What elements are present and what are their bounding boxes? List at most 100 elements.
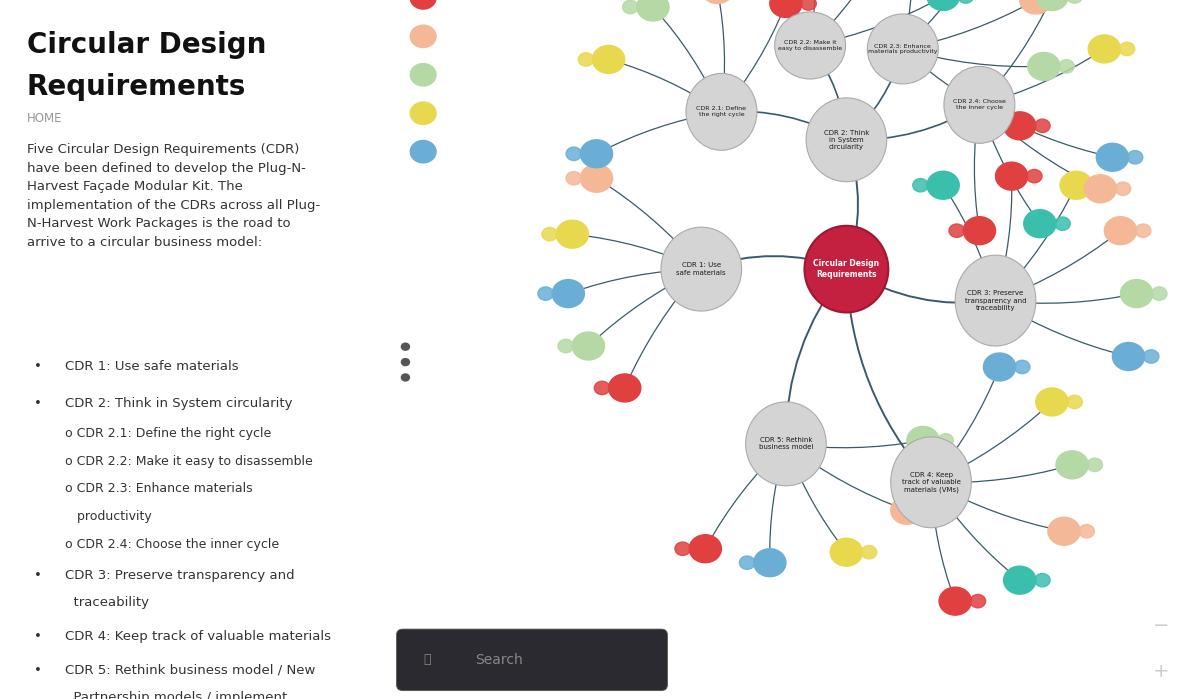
Circle shape: [558, 339, 573, 353]
Ellipse shape: [867, 14, 938, 84]
Circle shape: [580, 140, 612, 168]
Text: CDR 2.4: Choose
the inner cycle: CDR 2.4: Choose the inner cycle: [952, 99, 1006, 110]
Ellipse shape: [891, 437, 971, 528]
Circle shape: [1056, 451, 1088, 479]
Circle shape: [938, 433, 954, 447]
Circle shape: [1127, 150, 1143, 164]
Text: CDR 1: Use
safe materials: CDR 1: Use safe materials: [677, 263, 726, 275]
Circle shape: [963, 217, 995, 245]
Circle shape: [566, 171, 581, 185]
Circle shape: [1059, 59, 1075, 73]
Circle shape: [1026, 169, 1042, 183]
Circle shape: [566, 147, 581, 161]
FancyBboxPatch shape: [397, 629, 667, 691]
Circle shape: [609, 374, 641, 402]
Text: CDR 1: Use safe materials: CDR 1: Use safe materials: [65, 360, 239, 373]
Circle shape: [556, 220, 589, 248]
Ellipse shape: [955, 255, 1036, 346]
Circle shape: [861, 545, 876, 559]
Circle shape: [1067, 0, 1082, 3]
Text: •: •: [34, 569, 43, 582]
Text: •: •: [34, 360, 43, 373]
Ellipse shape: [686, 73, 757, 150]
Circle shape: [921, 503, 937, 517]
Circle shape: [1061, 171, 1093, 199]
Text: +: +: [1152, 661, 1169, 681]
Circle shape: [1135, 224, 1151, 238]
Circle shape: [1092, 178, 1107, 192]
Circle shape: [572, 332, 604, 360]
Circle shape: [580, 164, 612, 192]
Ellipse shape: [944, 66, 1015, 143]
Ellipse shape: [661, 227, 742, 311]
Text: CDR 2.3: Enhance
materials productivity: CDR 2.3: Enhance materials productivity: [868, 43, 938, 55]
Circle shape: [594, 381, 610, 395]
Circle shape: [542, 227, 558, 241]
Text: o CDR 2.3: Enhance materials: o CDR 2.3: Enhance materials: [65, 482, 253, 496]
Text: •: •: [34, 630, 43, 643]
Text: o CDR 2.2: Make it easy to disassemble: o CDR 2.2: Make it easy to disassemble: [65, 455, 313, 468]
Circle shape: [995, 162, 1027, 190]
Circle shape: [1004, 112, 1036, 140]
Text: HOME: HOME: [27, 112, 62, 125]
Circle shape: [402, 343, 409, 350]
Circle shape: [1078, 524, 1094, 538]
Circle shape: [402, 359, 409, 366]
Text: Success Stories in PnH: Success Stories in PnH: [455, 0, 606, 4]
Circle shape: [891, 496, 923, 524]
Text: Circular Design: Circular Design: [27, 31, 266, 59]
Circle shape: [830, 538, 862, 566]
Circle shape: [552, 280, 585, 308]
Circle shape: [983, 353, 1015, 381]
Circle shape: [402, 374, 409, 381]
Circle shape: [592, 45, 624, 73]
Text: productivity: productivity: [65, 510, 152, 523]
Text: ⌕: ⌕: [423, 654, 430, 666]
Circle shape: [754, 549, 786, 577]
Text: Search: Search: [476, 653, 523, 667]
Text: CDR 4: Keep
track of valuable
materials (VMs): CDR 4: Keep track of valuable materials …: [901, 472, 961, 493]
Circle shape: [949, 224, 964, 238]
Text: Recommendations: Recommendations: [455, 145, 579, 158]
Circle shape: [907, 426, 939, 454]
Circle shape: [1020, 0, 1052, 14]
Circle shape: [1004, 566, 1036, 594]
Text: Partnership models / implement: Partnership models / implement: [65, 691, 288, 699]
Text: CDR 4: Keep track of valuable materials: CDR 4: Keep track of valuable materials: [65, 630, 331, 643]
Circle shape: [913, 178, 929, 192]
Text: CDR 5: Rethink
business model: CDR 5: Rethink business model: [759, 438, 813, 450]
Circle shape: [1067, 395, 1082, 409]
Text: Methodology: Methodology: [455, 69, 542, 81]
Text: CDR 3: Preserve transparency and: CDR 3: Preserve transparency and: [65, 569, 295, 582]
Circle shape: [927, 171, 960, 199]
Circle shape: [690, 535, 722, 563]
Circle shape: [1144, 350, 1159, 363]
Circle shape: [769, 0, 803, 17]
Circle shape: [410, 102, 436, 124]
Text: −: −: [1152, 616, 1169, 635]
Circle shape: [1084, 175, 1116, 203]
Circle shape: [1087, 458, 1102, 472]
Text: CDR 2.2: Make it
easy to disassemble: CDR 2.2: Make it easy to disassemble: [778, 40, 842, 51]
Circle shape: [1027, 52, 1061, 80]
Text: o CDR 2.1: Define the right cycle: o CDR 2.1: Define the right cycle: [65, 427, 271, 440]
Text: traceability: traceability: [65, 596, 149, 610]
Circle shape: [410, 64, 436, 86]
Circle shape: [801, 0, 817, 10]
Circle shape: [623, 0, 638, 14]
Text: Legend: Legend: [403, 210, 472, 228]
Circle shape: [927, 0, 960, 10]
Circle shape: [702, 0, 734, 3]
Circle shape: [740, 556, 755, 570]
Text: CDR 2: Think in System circularity: CDR 2: Think in System circularity: [65, 397, 292, 410]
Circle shape: [1014, 360, 1030, 374]
Circle shape: [410, 140, 436, 163]
Text: CDR 2.1: Define
the right cycle: CDR 2.1: Define the right cycle: [697, 106, 747, 117]
Ellipse shape: [775, 12, 845, 79]
Circle shape: [1036, 388, 1068, 416]
Text: CDR 2: Think
in System
circularity: CDR 2: Think in System circularity: [824, 129, 869, 150]
Circle shape: [1113, 343, 1145, 370]
Circle shape: [1119, 42, 1134, 56]
Circle shape: [675, 542, 691, 556]
Circle shape: [1096, 143, 1128, 171]
